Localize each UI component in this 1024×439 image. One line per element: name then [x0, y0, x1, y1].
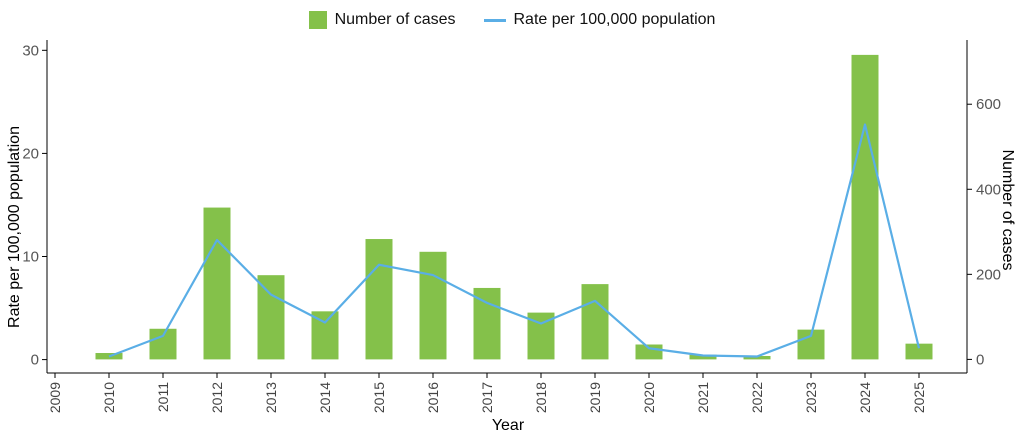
bars-layer: [95, 54, 933, 360]
x-tick-label-2023: 2023: [803, 382, 819, 413]
x-tick-label-2025: 2025: [911, 382, 927, 413]
bar-2016: [419, 251, 447, 360]
x-tick-label-2020: 2020: [641, 382, 657, 413]
bar-2019: [581, 284, 609, 360]
x-tick-label-2012: 2012: [209, 382, 225, 413]
bar-2015: [365, 239, 393, 360]
legend-swatch-rate: [483, 18, 506, 22]
x-tick-label-2016: 2016: [425, 382, 441, 413]
y-right-tick-label-600: 600: [976, 96, 1001, 113]
axes-layer: 0 10 20 30 0 200 400 600 2009 2010 2011 2012 2013 201…: [22, 40, 1001, 413]
y-left-tick-label-30: 30: [22, 42, 39, 59]
x-tick-label-2011: 2011: [155, 382, 171, 412]
x-tick-label-2015: 2015: [371, 382, 387, 413]
legend-item-rate: Rate per 100,000 population: [483, 11, 716, 29]
bar-2014: [311, 311, 339, 360]
line-layer: [108, 123, 921, 358]
y-right-tick-label-400: 400: [976, 181, 1001, 198]
x-tick-label-2017: 2017: [479, 382, 495, 413]
bar-2025: [905, 343, 933, 360]
bar-2021: [689, 354, 717, 360]
line-rate-series: [108, 123, 921, 358]
x-tick-label-2018: 2018: [533, 382, 549, 413]
y-left-tick-label-0: 0: [31, 352, 39, 369]
x-tick-label-2019: 2019: [587, 382, 603, 413]
y-left-tick-label-10: 10: [22, 249, 39, 266]
bar-2022: [743, 355, 771, 360]
y-right-tick-label-200: 200: [976, 266, 1001, 283]
x-tick-label-2013: 2013: [263, 382, 279, 413]
legend-swatch-cases: [308, 11, 327, 29]
legend-label-rate: Rate per 100,000 population: [513, 11, 716, 28]
legend: Number of cases Rate per 100,000 populat…: [0, 6, 1024, 34]
y-left-tick-label-20: 20: [22, 145, 39, 162]
y-axis-left-title: Rate per 100,000 population: [6, 126, 23, 328]
bar-2011: [149, 328, 177, 360]
bar-2017: [473, 287, 501, 360]
y-axis-right-title: Number of cases: [999, 150, 1016, 271]
x-axis-title: Year: [492, 417, 525, 434]
x-tick-label-2014: 2014: [317, 382, 333, 413]
bar-2024: [851, 54, 879, 360]
y-right-tick-label-0: 0: [976, 351, 984, 368]
bar-2013: [257, 275, 285, 360]
legend-label-cases: Number of cases: [334, 11, 456, 28]
bar-2020: [635, 344, 663, 360]
legend-item-cases: Number of cases: [308, 11, 456, 29]
x-tick-label-2024: 2024: [857, 382, 873, 413]
x-tick-label-2010: 2010: [101, 382, 117, 413]
x-tick-label-2021: 2021: [695, 382, 711, 413]
bar-2012: [203, 207, 231, 360]
x-tick-label-2022: 2022: [749, 382, 765, 413]
x-tick-label-2009: 2009: [47, 382, 63, 413]
